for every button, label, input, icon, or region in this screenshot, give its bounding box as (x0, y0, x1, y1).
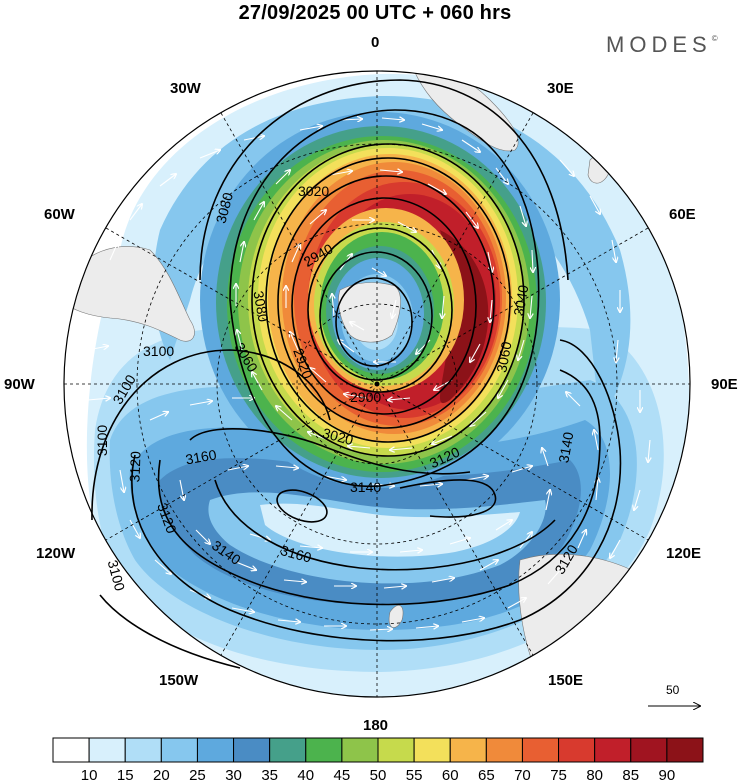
colorbar-tick-label: 25 (189, 767, 206, 782)
new-zealand (388, 605, 404, 628)
colorbar-swatch (630, 737, 668, 763)
pole-dot (374, 381, 380, 387)
colorbar-swatch (449, 737, 487, 763)
antarctic-coast (338, 282, 401, 343)
contour-label: 3100 (143, 343, 174, 359)
colorbar-tick-label: 15 (117, 767, 134, 782)
meridian-label-30e: 30E (547, 80, 574, 97)
contour-label: 3100 (94, 425, 110, 456)
contour-label: 3160 (184, 446, 218, 467)
colorbar-tick-label: 10 (81, 767, 98, 782)
colorbar-tick-label: 30 (225, 767, 242, 782)
colorbar-tick-label: 20 (153, 767, 170, 782)
contour-label: 3020 (321, 425, 355, 449)
contour-label: 3140 (555, 430, 576, 464)
contour-label: 2900 (350, 389, 381, 405)
colorbar-swatch (233, 737, 271, 763)
colorbar-swatch (485, 737, 523, 763)
colorbar-swatch (413, 737, 451, 763)
meridian-label-60e: 60E (669, 206, 696, 223)
contour-label: 3020 (298, 183, 329, 199)
meridian-label-180: 180 (363, 717, 389, 734)
contour-label: 3040 (510, 283, 531, 317)
contour-label: 3120 (126, 451, 143, 483)
contour-label: 3160 (279, 542, 313, 566)
colorbar-tick-label: 80 (586, 767, 603, 782)
meridian-label-0: 0 (371, 34, 380, 51)
meridian-label-150w: 150W (159, 672, 199, 689)
colorbar-swatch (52, 737, 90, 763)
colorbar: 10 15 20 25 30 35 40 45 50 55 60 65 70 75 80 85 90 (52, 737, 704, 782)
colorbar-tick-label: 85 (622, 767, 639, 782)
brand-logo: MODES© (606, 32, 718, 58)
colorbar-swatch (88, 737, 126, 763)
colorbar-swatch (594, 737, 632, 763)
contour-label: 3060 (493, 340, 514, 374)
colorbar-swatch (124, 737, 162, 763)
colorbar-swatch (558, 737, 596, 763)
meridian-label-90w: 90W (4, 376, 35, 393)
colorbar-swatch (521, 737, 560, 763)
colorbar-tick-label: 70 (514, 767, 531, 782)
contour-label: 3080 (250, 290, 271, 324)
colorbar-tick-label: 45 (334, 767, 351, 782)
colorbar-tick-label: 50 (370, 767, 387, 782)
australia (518, 553, 685, 681)
colorbar-tick-label: 65 (478, 767, 495, 782)
contour-label: 3080 (213, 191, 237, 225)
meridian-label-120w: 120W (36, 545, 76, 562)
colorbar-tick-label: 60 (442, 767, 459, 782)
colorbar-tick-label: 35 (261, 767, 278, 782)
map-title: 27/09/2025 00 UTC + 060 hrs (238, 2, 512, 24)
height-contours (91, 79, 622, 669)
wind-vectors (87, 118, 650, 630)
meridian-label-60w: 60W (44, 206, 75, 223)
colorbar-swatch (305, 737, 343, 763)
contour-label: 3140 (350, 479, 381, 495)
map-border (63, 70, 691, 698)
meridian-label-150e: 150E (548, 672, 584, 689)
colorbar-swatch (341, 737, 379, 763)
wind-reference-value: 50 (666, 683, 680, 697)
colorbar-tick-label: 90 (659, 767, 676, 782)
colorbar-swatch (269, 737, 307, 763)
copyright-mark: © (711, 34, 718, 43)
meridian-label-90e: 90E (711, 376, 738, 393)
meridian-label-120e: 120E (666, 545, 702, 562)
colorbar-swatch (377, 737, 415, 763)
colorbar-tick-label: 75 (550, 767, 567, 782)
south-america (64, 246, 195, 342)
colorbar-swatch (196, 737, 235, 763)
colorbar-tick-label: 55 (406, 767, 423, 782)
brand-name: MODES (606, 32, 712, 57)
meridian-label-30w: 30W (170, 80, 201, 97)
colorbar-swatch (666, 737, 704, 763)
colorbar-swatch (160, 737, 198, 763)
colorbar-tick-label: 40 (297, 767, 314, 782)
